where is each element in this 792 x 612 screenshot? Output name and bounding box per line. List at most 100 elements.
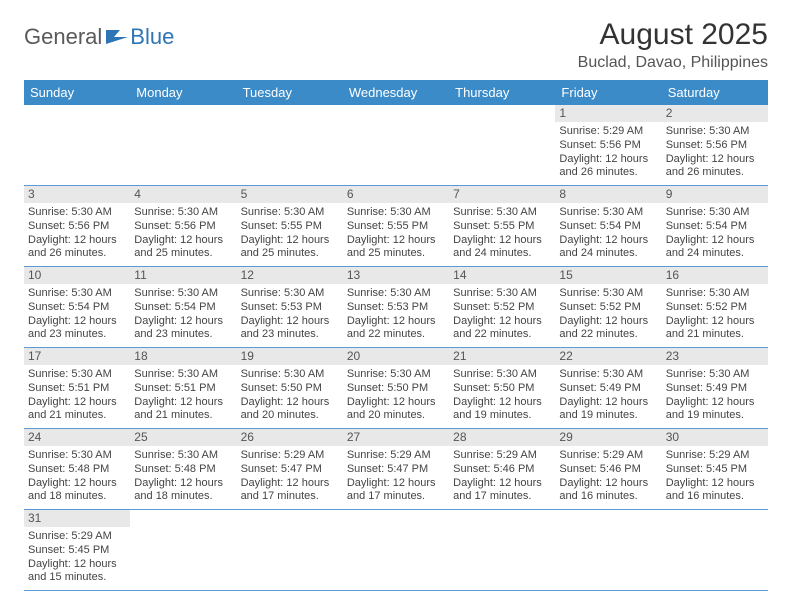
daylight-line: Daylight: 12 hours and 19 minutes. (666, 396, 764, 424)
calendar-grid: SundayMondayTuesdayWednesdayThursdayFrid… (24, 80, 768, 591)
day-number: 20 (343, 348, 449, 365)
day-header: Saturday (662, 80, 768, 105)
day-cell: 22Sunrise: 5:30 AMSunset: 5:49 PMDayligh… (555, 348, 661, 429)
day-cell: 23Sunrise: 5:30 AMSunset: 5:49 PMDayligh… (662, 348, 768, 429)
sunrise-line: Sunrise: 5:29 AM (559, 125, 657, 139)
day-cell: 18Sunrise: 5:30 AMSunset: 5:51 PMDayligh… (130, 348, 236, 429)
sunset-line: Sunset: 5:56 PM (134, 220, 232, 234)
sunset-line: Sunset: 5:48 PM (134, 463, 232, 477)
sunrise-line: Sunrise: 5:30 AM (347, 206, 445, 220)
sunrise-line: Sunrise: 5:30 AM (28, 449, 126, 463)
day-cell: 20Sunrise: 5:30 AMSunset: 5:50 PMDayligh… (343, 348, 449, 429)
day-header: Friday (555, 80, 661, 105)
day-header: Wednesday (343, 80, 449, 105)
empty-cell (237, 105, 343, 186)
day-number: 21 (449, 348, 555, 365)
sunset-line: Sunset: 5:52 PM (559, 301, 657, 315)
sunset-line: Sunset: 5:53 PM (241, 301, 339, 315)
sunset-line: Sunset: 5:54 PM (134, 301, 232, 315)
day-number: 30 (662, 429, 768, 446)
header: General Blue August 2025 Buclad, Davao, … (24, 18, 768, 72)
day-cell: 5Sunrise: 5:30 AMSunset: 5:55 PMDaylight… (237, 186, 343, 267)
daylight-line: Daylight: 12 hours and 23 minutes. (134, 315, 232, 343)
day-cell: 9Sunrise: 5:30 AMSunset: 5:54 PMDaylight… (662, 186, 768, 267)
day-number: 12 (237, 267, 343, 284)
daylight-line: Daylight: 12 hours and 23 minutes. (28, 315, 126, 343)
daylight-line: Daylight: 12 hours and 24 minutes. (453, 234, 551, 262)
sunrise-line: Sunrise: 5:30 AM (347, 368, 445, 382)
day-number: 1 (555, 105, 661, 122)
day-number: 6 (343, 186, 449, 203)
sunrise-line: Sunrise: 5:30 AM (559, 206, 657, 220)
daylight-line: Daylight: 12 hours and 19 minutes. (453, 396, 551, 424)
day-cell: 7Sunrise: 5:30 AMSunset: 5:55 PMDaylight… (449, 186, 555, 267)
day-number: 7 (449, 186, 555, 203)
day-cell: 10Sunrise: 5:30 AMSunset: 5:54 PMDayligh… (24, 267, 130, 348)
sunset-line: Sunset: 5:50 PM (241, 382, 339, 396)
daylight-line: Daylight: 12 hours and 17 minutes. (347, 477, 445, 505)
day-cell: 17Sunrise: 5:30 AMSunset: 5:51 PMDayligh… (24, 348, 130, 429)
day-number: 2 (662, 105, 768, 122)
sunrise-line: Sunrise: 5:29 AM (347, 449, 445, 463)
sunrise-line: Sunrise: 5:30 AM (666, 206, 764, 220)
day-number: 25 (130, 429, 236, 446)
day-header: Monday (130, 80, 236, 105)
logo-text-general: General (24, 24, 102, 50)
sunset-line: Sunset: 5:52 PM (666, 301, 764, 315)
day-number: 23 (662, 348, 768, 365)
title-block: August 2025 Buclad, Davao, Philippines (578, 18, 768, 72)
daylight-line: Daylight: 12 hours and 25 minutes. (241, 234, 339, 262)
day-cell: 21Sunrise: 5:30 AMSunset: 5:50 PMDayligh… (449, 348, 555, 429)
daylight-line: Daylight: 12 hours and 18 minutes. (28, 477, 126, 505)
day-header: Thursday (449, 80, 555, 105)
sunset-line: Sunset: 5:45 PM (28, 544, 126, 558)
sunset-line: Sunset: 5:46 PM (559, 463, 657, 477)
day-number: 18 (130, 348, 236, 365)
day-cell: 6Sunrise: 5:30 AMSunset: 5:55 PMDaylight… (343, 186, 449, 267)
sunrise-line: Sunrise: 5:30 AM (134, 287, 232, 301)
sunset-line: Sunset: 5:55 PM (241, 220, 339, 234)
day-cell: 29Sunrise: 5:29 AMSunset: 5:46 PMDayligh… (555, 429, 661, 510)
day-cell: 2Sunrise: 5:30 AMSunset: 5:56 PMDaylight… (662, 105, 768, 186)
flag-icon (106, 24, 128, 50)
day-cell: 13Sunrise: 5:30 AMSunset: 5:53 PMDayligh… (343, 267, 449, 348)
sunset-line: Sunset: 5:47 PM (241, 463, 339, 477)
empty-cell (449, 105, 555, 186)
sunset-line: Sunset: 5:51 PM (134, 382, 232, 396)
daylight-line: Daylight: 12 hours and 20 minutes. (347, 396, 445, 424)
sunset-line: Sunset: 5:56 PM (28, 220, 126, 234)
sunrise-line: Sunrise: 5:30 AM (134, 449, 232, 463)
sunset-line: Sunset: 5:46 PM (453, 463, 551, 477)
sunrise-line: Sunrise: 5:30 AM (559, 287, 657, 301)
daylight-line: Daylight: 12 hours and 21 minutes. (134, 396, 232, 424)
daylight-line: Daylight: 12 hours and 22 minutes. (453, 315, 551, 343)
day-cell: 25Sunrise: 5:30 AMSunset: 5:48 PMDayligh… (130, 429, 236, 510)
daylight-line: Daylight: 12 hours and 24 minutes. (559, 234, 657, 262)
sunset-line: Sunset: 5:45 PM (666, 463, 764, 477)
empty-cell (343, 105, 449, 186)
day-number: 13 (343, 267, 449, 284)
sunrise-line: Sunrise: 5:30 AM (453, 287, 551, 301)
empty-cell (237, 510, 343, 591)
sunrise-line: Sunrise: 5:30 AM (666, 125, 764, 139)
day-cell: 27Sunrise: 5:29 AMSunset: 5:47 PMDayligh… (343, 429, 449, 510)
day-number: 10 (24, 267, 130, 284)
daylight-line: Daylight: 12 hours and 16 minutes. (666, 477, 764, 505)
sunrise-line: Sunrise: 5:30 AM (453, 206, 551, 220)
sunset-line: Sunset: 5:52 PM (453, 301, 551, 315)
sunset-line: Sunset: 5:49 PM (666, 382, 764, 396)
location-text: Buclad, Davao, Philippines (578, 54, 768, 72)
daylight-line: Daylight: 12 hours and 21 minutes. (666, 315, 764, 343)
day-cell: 24Sunrise: 5:30 AMSunset: 5:48 PMDayligh… (24, 429, 130, 510)
day-number: 17 (24, 348, 130, 365)
daylight-line: Daylight: 12 hours and 22 minutes. (559, 315, 657, 343)
daylight-line: Daylight: 12 hours and 23 minutes. (241, 315, 339, 343)
daylight-line: Daylight: 12 hours and 26 minutes. (28, 234, 126, 262)
day-number: 28 (449, 429, 555, 446)
sunset-line: Sunset: 5:48 PM (28, 463, 126, 477)
empty-cell (130, 510, 236, 591)
day-cell: 4Sunrise: 5:30 AMSunset: 5:56 PMDaylight… (130, 186, 236, 267)
day-cell: 26Sunrise: 5:29 AMSunset: 5:47 PMDayligh… (237, 429, 343, 510)
sunrise-line: Sunrise: 5:29 AM (666, 449, 764, 463)
sunrise-line: Sunrise: 5:30 AM (28, 206, 126, 220)
